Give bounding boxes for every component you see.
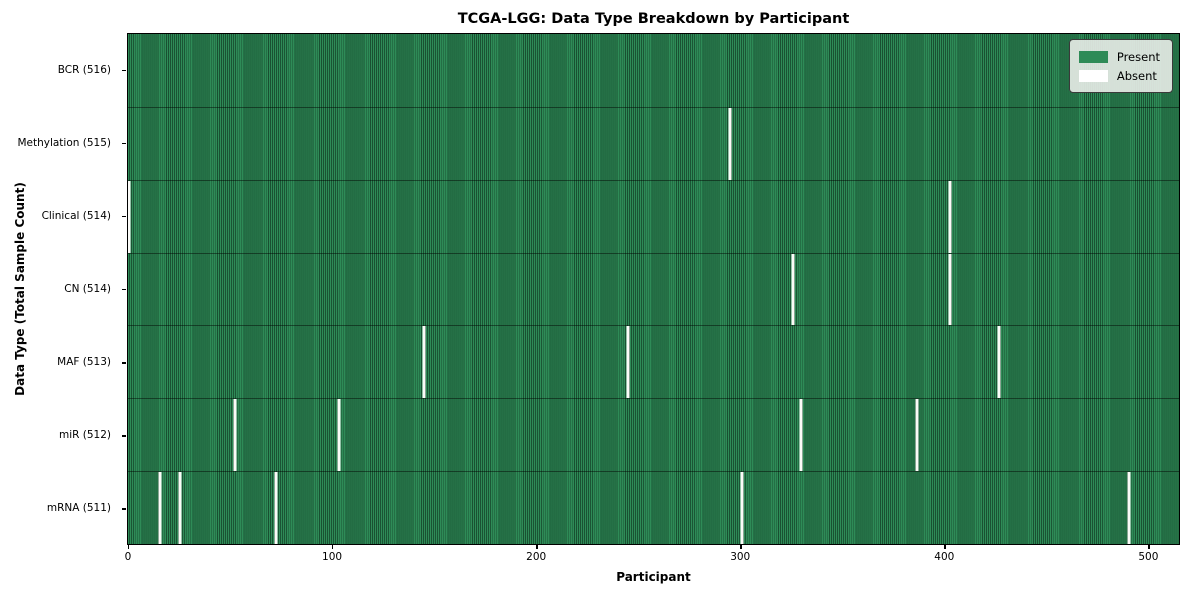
y-axis-tick-labels: BCR (516) Methylation (515) Clinical (514)… [0, 33, 119, 545]
absent-marker [799, 399, 803, 472]
absent-marker [626, 326, 630, 399]
y-tick-mark [122, 215, 126, 218]
x-axis-label: Participant [616, 570, 691, 584]
y-tick-label: mRNA (511) [46, 502, 111, 515]
absent-marker [1127, 472, 1131, 544]
x-tick-mark [332, 545, 334, 549]
y-tick-label: Methylation (515) [17, 136, 111, 149]
y-tick-label: Clinical (514) [41, 209, 111, 222]
x-tick-label: 300 [730, 551, 751, 563]
absent-marker [337, 399, 341, 472]
x-tick-mark [128, 545, 130, 549]
legend-absent-label: Absent [1116, 68, 1157, 83]
x-tick-label: 0 [124, 551, 132, 563]
x-tick-mark [536, 545, 538, 549]
y-tick-mark [122, 69, 126, 71]
present-swatch [1078, 50, 1108, 63]
absent-marker [997, 326, 1001, 399]
y-tick-mark [122, 142, 126, 145]
x-tick-mark [1148, 545, 1150, 549]
legend-entry-present: Present [1078, 47, 1160, 66]
x-tick-label: 500 [1138, 551, 1159, 563]
heatmap-row [128, 106, 1179, 180]
x-axis-ticks: 0 100 200 300 400 500 [124, 545, 1180, 575]
absent-marker [128, 180, 131, 253]
heatmap-row [128, 398, 1179, 472]
absent-marker [274, 472, 278, 544]
absent-marker [948, 253, 952, 326]
y-tick-mark [122, 435, 126, 437]
x-tick-mark [740, 545, 742, 549]
x-tick-label: 100 [322, 551, 343, 563]
x-tick-label: 200 [526, 551, 547, 563]
absent-marker [791, 253, 795, 326]
y-tick-label: BCR (516) [57, 63, 111, 76]
x-tick-label: 400 [934, 551, 955, 563]
y-tick-label: miR (512) [58, 429, 111, 442]
absent-marker [728, 107, 732, 180]
x-tick-mark [944, 545, 946, 549]
plot-area [127, 33, 1180, 545]
absent-marker [948, 180, 952, 253]
absent-marker [422, 326, 426, 399]
y-tick-mark [122, 508, 126, 510]
heatmap-row [128, 34, 1179, 107]
legend-present-label: Present [1116, 49, 1160, 64]
y-tick-mark [122, 362, 126, 364]
absent-marker [915, 399, 919, 472]
absent-marker [158, 472, 162, 544]
heatmap-row [128, 325, 1179, 399]
heatmap-row [128, 179, 1179, 253]
absent-marker [740, 472, 744, 544]
heatmap-row [128, 252, 1179, 326]
chart-title: TCGA-LGG: Data Type Breakdown by Partici… [457, 11, 850, 27]
legend-entry-absent: Absent [1078, 66, 1160, 85]
y-tick-mark [122, 289, 126, 291]
legend: Present Absent [1068, 39, 1173, 93]
absent-marker [178, 472, 182, 544]
y-tick-label: CN (514) [64, 283, 111, 295]
absent-marker [233, 399, 237, 472]
heatmap-row [128, 471, 1179, 544]
y-tick-label: MAF (513) [57, 356, 111, 369]
absent-swatch [1078, 69, 1108, 82]
